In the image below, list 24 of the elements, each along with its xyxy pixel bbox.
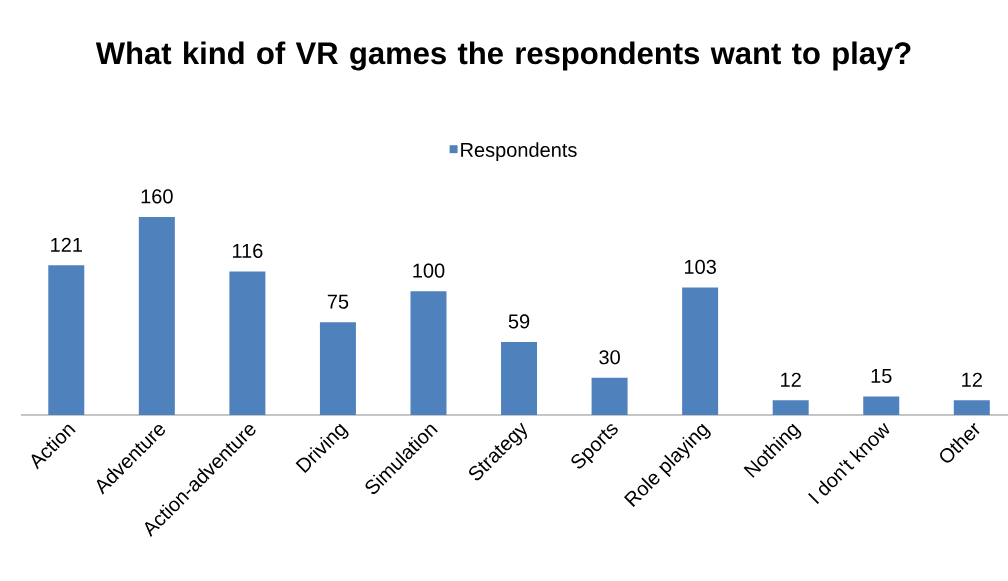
data-label: 116 [232,243,263,258]
legend-label: Respondents [461,142,577,161]
data-label: 75 [327,294,349,309]
bar [772,400,809,415]
data-label: 121 [51,237,82,252]
bar [591,377,628,415]
data-label: 59 [508,314,530,329]
data-label: 103 [684,259,716,274]
data-label: 12 [781,372,801,387]
bar [138,216,175,415]
bar [501,341,538,415]
bar [48,265,85,415]
data-label: 30 [599,350,620,365]
data-label: 12 [962,372,982,387]
bar [682,287,719,415]
data-label: 15 [871,368,892,383]
bar [953,400,990,415]
bar [863,396,900,415]
bar [229,271,266,415]
data-label: 100 [413,263,445,278]
bar [319,322,356,415]
data-label: 160 [141,189,173,204]
bar [410,291,447,415]
chart-title: What kind of VR games the respondents want to play? [95,41,911,71]
